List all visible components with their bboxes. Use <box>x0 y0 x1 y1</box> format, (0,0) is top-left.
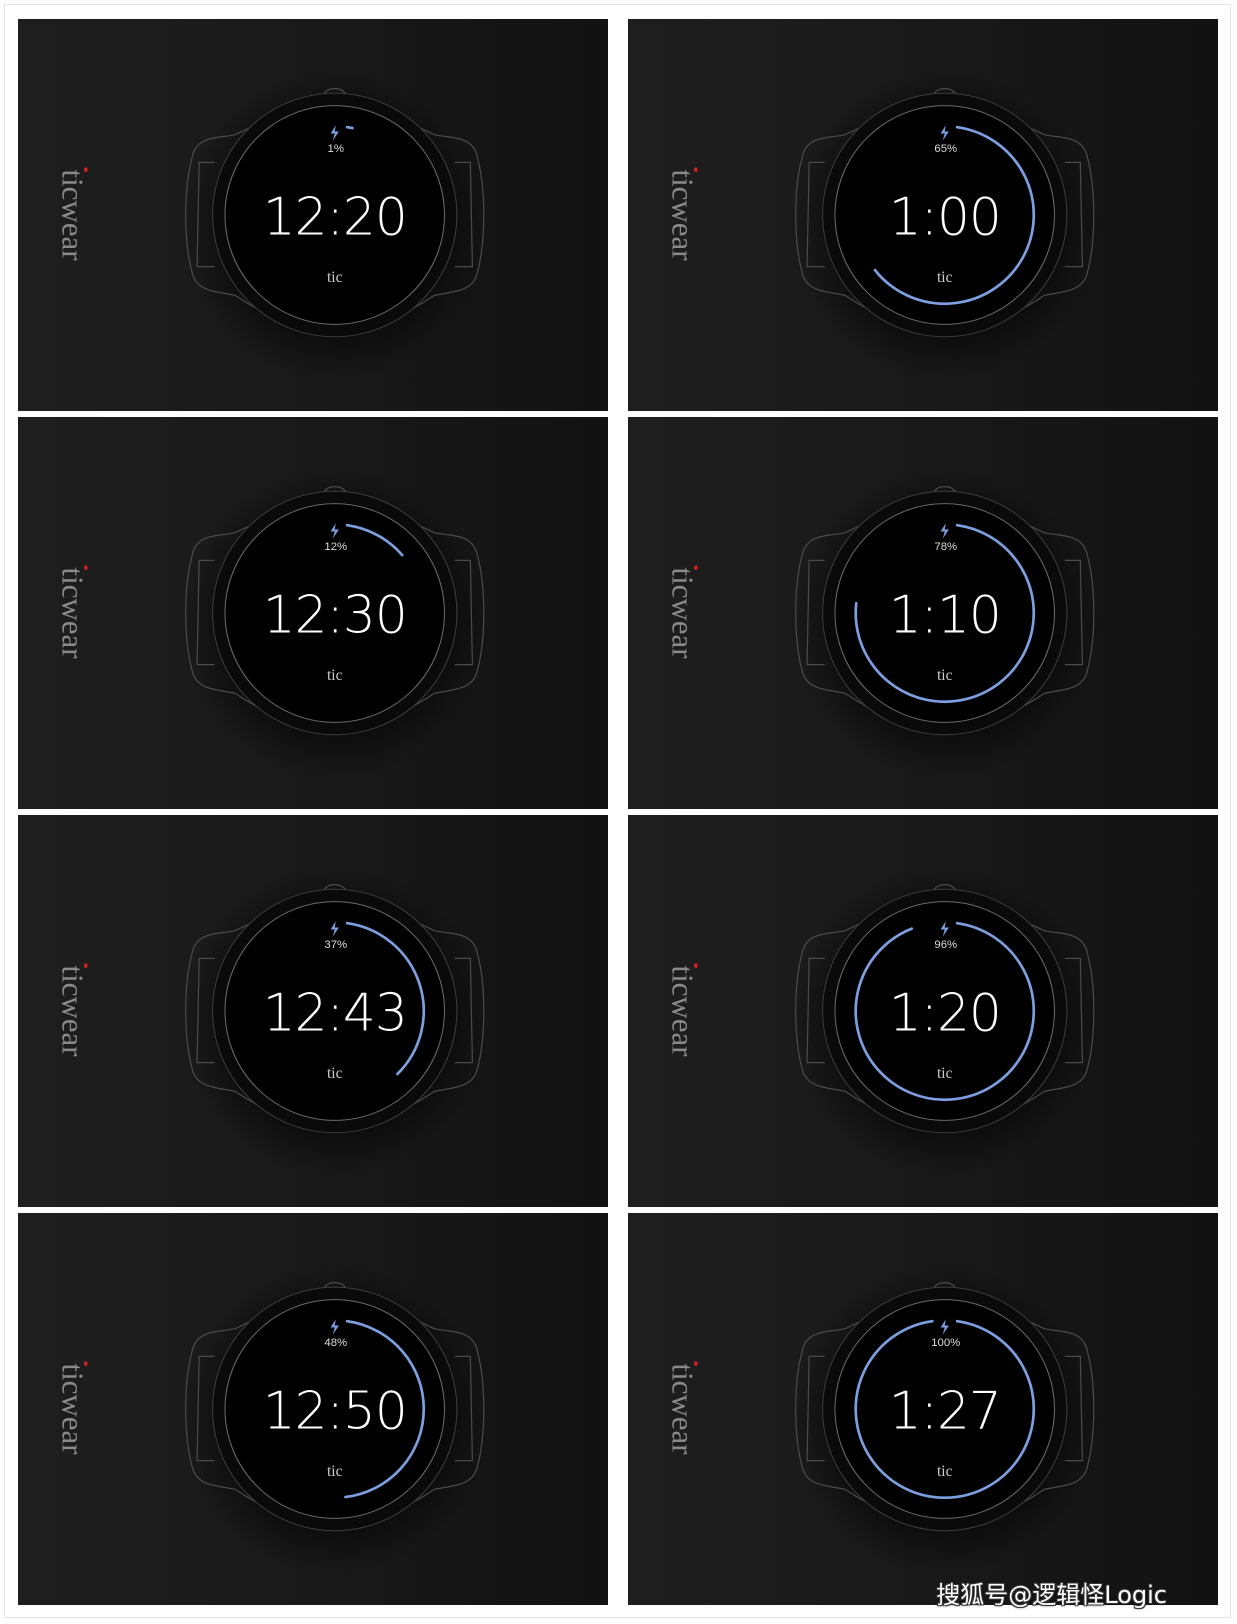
strap-right-end <box>1064 957 1084 1064</box>
screenshot-grid: 1% 12:20 tic ticwear 65% 1:00 tic ticwear 12% 12:… <box>18 19 1218 1606</box>
watch-illustration: 37% 12:43 tic ticwear <box>55 866 546 1177</box>
lightning-bolt-icon <box>940 1319 949 1335</box>
watch-charging-panel: 96% 1:20 tic ticwear <box>628 815 1218 1207</box>
watch-time: 1:20 <box>889 984 1001 1044</box>
watch-charging-panel: 65% 1:00 tic ticwear <box>628 19 1218 411</box>
lightning-bolt-icon <box>330 921 339 937</box>
battery-percent: 1% <box>328 143 344 155</box>
watch-label: tic <box>937 1065 953 1082</box>
brand-logo: ticwear <box>55 169 90 261</box>
strap-right-end <box>1064 559 1084 666</box>
strap-left-end <box>196 559 215 666</box>
brand-logo: ticwear <box>665 1363 700 1455</box>
watch-label: tic <box>327 1463 343 1480</box>
lightning-bolt-icon <box>330 523 339 539</box>
watch-illustration: 1% 12:20 tic ticwear <box>55 70 546 381</box>
strap-left-end <box>196 161 215 268</box>
battery-percent: 37% <box>324 939 347 951</box>
strap-right-end <box>1064 161 1084 268</box>
battery-percent: 96% <box>934 939 957 951</box>
battery-progress-arc <box>873 125 1036 306</box>
watch-label: tic <box>937 1463 953 1480</box>
battery-percent: 78% <box>934 541 957 553</box>
brand-logo: ticwear <box>55 965 90 1057</box>
strap-left-end <box>196 957 215 1064</box>
watch-illustration: 96% 1:20 tic ticwear <box>665 866 1156 1177</box>
brand-logo: ticwear <box>55 567 90 659</box>
brand-logo-dot <box>694 565 698 570</box>
strap-right-end <box>454 957 474 1064</box>
watch-time: 12:20 <box>263 188 407 248</box>
watch-label: tic <box>937 667 953 684</box>
watch-label: tic <box>327 667 343 684</box>
lightning-bolt-icon <box>330 1319 339 1335</box>
lightning-bolt-icon <box>940 921 949 937</box>
brand-logo-dot <box>84 1361 88 1366</box>
watch-charging-panel: 37% 12:43 tic ticwear <box>18 815 608 1207</box>
watch-label: tic <box>937 269 953 286</box>
image-frame <box>4 4 1231 1618</box>
battery-percent: 12% <box>324 541 347 553</box>
watch-charging-panel: 78% 1:10 tic ticwear <box>628 417 1218 809</box>
brand-logo-dot <box>84 963 88 968</box>
watch-charging-panel: 48% 12:50 tic ticwear <box>18 1213 608 1605</box>
watch-screen <box>834 105 1055 325</box>
battery-progress-arc <box>854 523 1036 704</box>
strap-right-end <box>454 161 474 268</box>
strap-right-end <box>454 1355 474 1462</box>
watch-screen <box>834 503 1055 723</box>
watch-time: 1:27 <box>889 1382 1001 1442</box>
battery-percent: 100% <box>931 1337 960 1349</box>
strap-left-end <box>806 559 825 666</box>
brand-logo: ticwear <box>665 169 700 261</box>
strap-right-end <box>454 559 474 666</box>
brand-logo: ticwear <box>665 965 700 1057</box>
brand-logo-dot <box>694 1361 698 1366</box>
brand-logo-dot <box>694 167 698 172</box>
watch-illustration: 48% 12:50 tic ticwear <box>55 1264 546 1575</box>
strap-right-end <box>1064 1355 1084 1462</box>
watch-time: 12:30 <box>263 586 407 646</box>
battery-percent: 48% <box>324 1337 347 1349</box>
battery-progress-arc <box>345 523 404 557</box>
watch-illustration: 65% 1:00 tic ticwear <box>665 70 1156 381</box>
brand-logo-dot <box>84 167 88 172</box>
brand-logo: ticwear <box>665 567 700 659</box>
strap-left-end <box>806 1355 825 1462</box>
brand-logo-dot <box>694 963 698 968</box>
battery-percent: 65% <box>934 143 957 155</box>
watch-time: 12:43 <box>263 984 407 1044</box>
watch-time: 12:50 <box>263 1382 407 1442</box>
lightning-bolt-icon <box>330 125 339 141</box>
watch-time: 1:00 <box>889 188 1001 248</box>
watch-label: tic <box>327 269 343 286</box>
battery-progress-arc <box>344 1319 426 1499</box>
watch-charging-panel: 100% 1:27 tic ticwear <box>628 1213 1218 1605</box>
lightning-bolt-icon <box>940 523 949 539</box>
battery-progress-arc <box>345 125 354 130</box>
watch-screen <box>834 1299 1055 1519</box>
battery-progress-arc <box>854 921 1036 1102</box>
watch-time: 1:10 <box>889 586 1001 646</box>
strap-left-end <box>806 161 825 268</box>
watch-screen <box>224 105 445 325</box>
watch-illustration: 78% 1:10 tic ticwear <box>665 468 1156 779</box>
watch-label: tic <box>327 1065 343 1082</box>
strap-left-end <box>196 1355 215 1462</box>
watch-charging-panel: 1% 12:20 tic ticwear <box>18 19 608 411</box>
watermark: 搜狐号@逻辑怪Logic <box>936 1581 1167 1609</box>
watch-screen <box>834 901 1055 1121</box>
watch-screen <box>224 901 445 1121</box>
watch-illustration: 12% 12:30 tic ticwear <box>55 468 546 779</box>
brand-logo-dot <box>84 565 88 570</box>
watch-screen <box>224 1299 445 1519</box>
lightning-bolt-icon <box>940 125 949 141</box>
watch-charging-panel: 12% 12:30 tic ticwear <box>18 417 608 809</box>
brand-logo: ticwear <box>55 1363 90 1455</box>
battery-progress-arc <box>854 1319 1036 1500</box>
watch-screen <box>224 503 445 723</box>
strap-left-end <box>806 957 825 1064</box>
battery-progress-arc <box>345 921 426 1076</box>
watch-illustration: 100% 1:27 tic ticwear <box>665 1264 1156 1575</box>
